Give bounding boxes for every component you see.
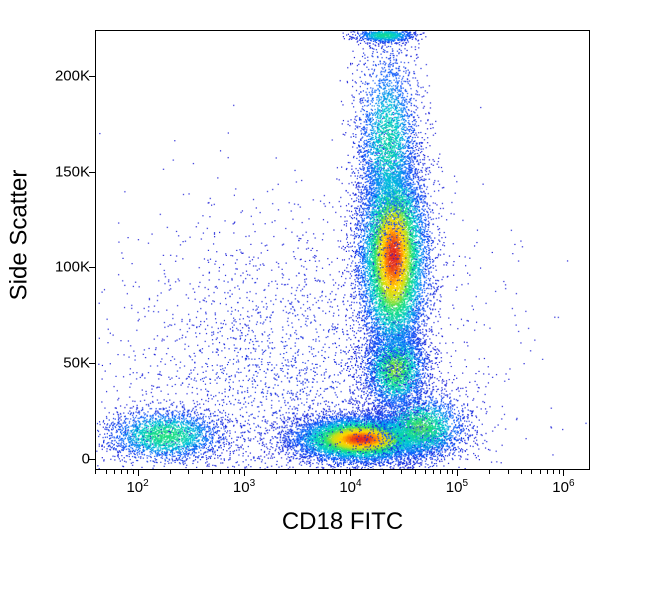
x-minor-tick — [452, 470, 453, 474]
x-minor-tick — [401, 470, 402, 474]
x-minor-tick — [212, 470, 213, 474]
x-minor-tick — [220, 470, 221, 474]
x-minor-tick — [170, 470, 171, 474]
x-minor-tick — [547, 470, 548, 474]
x-minor-tick — [114, 470, 115, 474]
x-minor-tick — [425, 470, 426, 474]
x-minor-tick — [106, 470, 107, 474]
x-tick-label: 105 — [446, 478, 468, 496]
density-canvas — [96, 31, 589, 469]
x-minor-tick — [121, 470, 122, 474]
x-tick-label: 106 — [552, 478, 574, 496]
x-minor-tick — [318, 470, 319, 474]
x-tick-label: 102 — [126, 478, 148, 496]
x-tick — [244, 470, 245, 476]
x-minor-tick — [202, 470, 203, 474]
x-tick-label: 103 — [233, 478, 255, 496]
x-tick — [563, 470, 564, 476]
x-minor-tick — [440, 470, 441, 474]
x-minor-tick — [295, 470, 296, 474]
x-minor-tick — [133, 470, 134, 474]
y-tick-label: 50K — [40, 354, 90, 371]
x-minor-tick — [334, 470, 335, 474]
x-minor-tick — [508, 470, 509, 474]
x-minor-tick — [415, 470, 416, 474]
x-minor-tick — [239, 470, 240, 474]
plot-area — [95, 30, 590, 470]
x-tick — [138, 470, 139, 476]
flow-cytometry-chart: Side Scatter CD18 FITC 0 50K 100K 150K 200K 1… — [0, 0, 650, 605]
x-minor-tick — [327, 470, 328, 474]
x-minor-tick — [559, 470, 560, 474]
x-minor-tick — [531, 470, 532, 474]
x-minor-tick — [234, 470, 235, 474]
x-minor-tick — [276, 470, 277, 474]
y-axis-label: Side Scatter — [0, 0, 38, 470]
x-minor-tick — [540, 470, 541, 474]
x-minor-tick — [127, 470, 128, 474]
x-minor-tick — [447, 470, 448, 474]
x-minor-tick — [383, 470, 384, 474]
x-minor-tick — [433, 470, 434, 474]
y-tick-label: 150K — [40, 163, 90, 180]
x-tick-label: 104 — [339, 478, 361, 496]
x-minor-tick — [308, 470, 309, 474]
y-tick-label: 100K — [40, 259, 90, 276]
x-tick — [350, 470, 351, 476]
x-axis-label: CD18 FITC — [95, 508, 590, 536]
x-minor-tick — [228, 470, 229, 474]
x-minor-tick — [521, 470, 522, 474]
y-axis-label-text: Side Scatter — [5, 170, 33, 301]
x-minor-tick — [188, 470, 189, 474]
x-minor-tick — [553, 470, 554, 474]
x-tick — [457, 470, 458, 476]
x-minor-tick — [340, 470, 341, 474]
x-minor-tick — [489, 470, 490, 474]
x-minor-tick — [346, 470, 347, 474]
x-minor-tick — [95, 470, 96, 474]
y-tick-label: 200K — [40, 67, 90, 84]
y-tick-label: 0 — [40, 450, 90, 467]
